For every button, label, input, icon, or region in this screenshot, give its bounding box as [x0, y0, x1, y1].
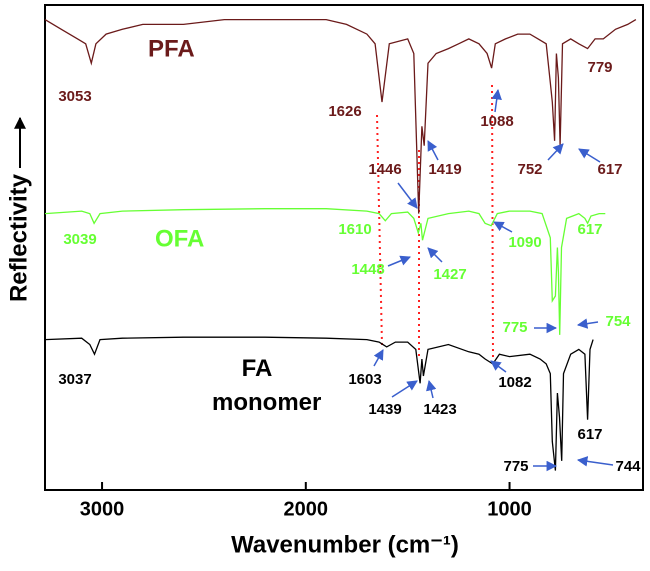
peak-label: 775 [502, 319, 527, 336]
peak-label: 1610 [338, 221, 371, 238]
peak-label: 1082 [498, 374, 531, 391]
peak-arrow [493, 221, 513, 233]
guide-line [491, 84, 494, 361]
y-axis-label: Reflectivity [5, 173, 32, 302]
guide-line [376, 114, 383, 346]
peak-label: 1448 [351, 261, 384, 278]
peak-arrow [387, 255, 411, 267]
peak-arrow [391, 380, 418, 398]
series-label: PFA [148, 35, 195, 62]
plot-frame [44, 4, 644, 491]
x-tick-label: 3000 [80, 498, 125, 520]
peak-label: 1446 [368, 161, 401, 178]
series-line [44, 336, 594, 471]
peak-arrow [373, 349, 384, 367]
series-label: FA monomer [212, 355, 322, 416]
peak-arrow [576, 318, 599, 329]
peak-label: 1626 [328, 103, 361, 120]
peak-label: 3037 [58, 371, 91, 388]
peak-label: 1419 [428, 161, 461, 178]
x-tick-label: 1000 [487, 498, 532, 520]
peak-arrow [427, 247, 443, 263]
peak-arrow [491, 88, 502, 113]
peak-arrow [426, 379, 437, 399]
peak-label: 1603 [348, 371, 381, 388]
peak-arrow [427, 140, 439, 161]
peak-label: 3039 [63, 231, 96, 248]
peak-arrow [490, 360, 507, 373]
peak-label: 1423 [423, 401, 456, 418]
series-line [44, 208, 606, 335]
peak-label: 617 [577, 426, 602, 443]
peak-arrow [578, 148, 601, 163]
peak-label: 1090 [508, 234, 541, 251]
peak-label: 775 [503, 458, 528, 475]
peak-label: 617 [577, 221, 602, 238]
peak-arrow [576, 456, 614, 467]
x-axis-label: Wavenumber (cm⁻¹) [231, 531, 459, 558]
series-line [44, 18, 637, 214]
peak-label: 617 [597, 161, 622, 178]
peak-label: 754 [605, 313, 631, 330]
peak-label: 1088 [480, 113, 513, 130]
x-tick-label: 2000 [284, 498, 329, 520]
peak-label: 744 [615, 458, 641, 475]
series-label: OFA [155, 225, 204, 252]
peak-label: 1439 [368, 401, 401, 418]
peak-label: 752 [517, 161, 542, 178]
peak-label: 3053 [58, 88, 91, 105]
peak-label: 779 [587, 59, 612, 76]
guide-lines [376, 84, 494, 361]
peak-label: 1427 [433, 266, 466, 283]
peak-arrow [397, 182, 418, 209]
peak-arrow [547, 143, 564, 161]
